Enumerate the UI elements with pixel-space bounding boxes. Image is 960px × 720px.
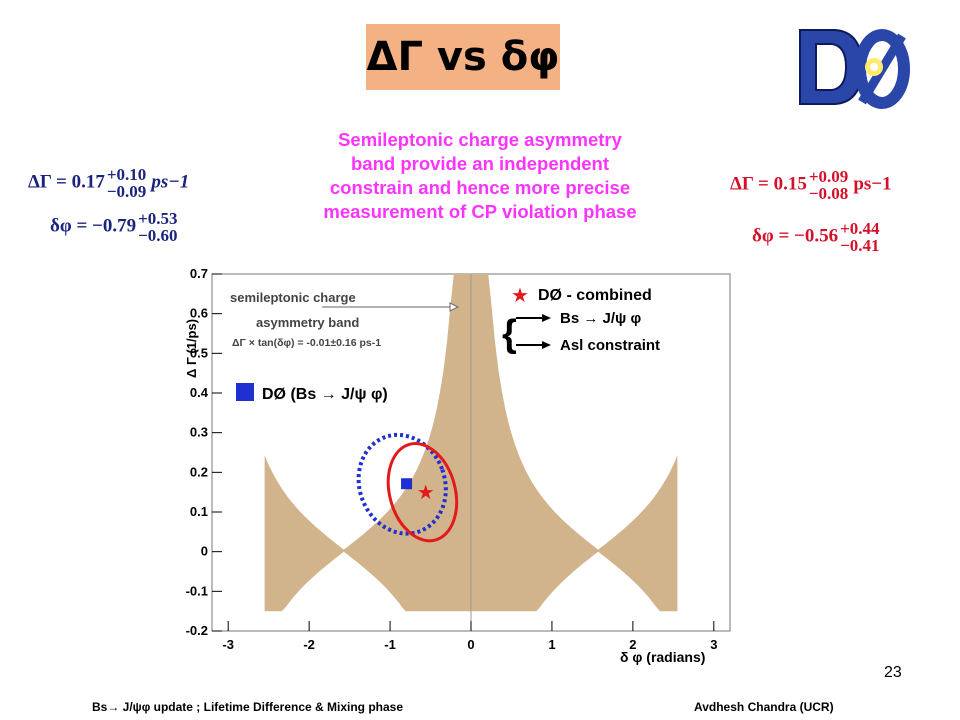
y-tick-label: -0.2 (186, 623, 208, 638)
contour-bs-only (356, 432, 448, 536)
y-tick-label: 0.6 (190, 306, 208, 321)
band-formula: ΔΓ × tan(δφ) = -0.01±0.16 ps-1 (232, 337, 381, 349)
x-tick-label: 1 (548, 637, 555, 652)
description-line: band provide an independent (351, 153, 609, 174)
y-tick-label: 0.1 (190, 504, 208, 519)
combined-best-fit-star: ★ (417, 482, 435, 504)
legend-asl-item: Asl constraint (560, 337, 660, 354)
slide-number: 23 (884, 664, 902, 681)
y-tick-label: 0.2 (190, 464, 208, 479)
y-tick-label: 0.4 (190, 385, 209, 400)
slide-title: ΔΓ vs δφ (366, 34, 560, 80)
footer-right: Avdhesh Chandra (UCR) (694, 700, 834, 714)
y-tick-label: 0.5 (190, 345, 208, 360)
band-label-line: semileptonic charge (230, 290, 356, 305)
d0-logo: DØ (799, 29, 910, 109)
y-tick-label: 0.3 (190, 425, 208, 440)
right-dgamma: ΔΓ = 0.15 +0.09 −0.08 ps−1 (730, 167, 892, 203)
legend-combined: DØ - combined (538, 287, 652, 304)
description-line: measurement of CP violation phase (323, 201, 637, 222)
footer-left: Bs→ J/ψφ update ; Lifetime Difference & … (92, 700, 404, 714)
legend-arrow-2-head (542, 341, 551, 349)
x-tick-label: 0 (467, 637, 474, 652)
y-axis-label: Δ Γ (1/ps) (184, 319, 199, 378)
description: Semileptonic charge asymmetry band provi… (240, 128, 720, 224)
legend-star-icon: ★ (511, 285, 529, 307)
x-tick-label: 2 (629, 637, 636, 652)
x-tick-label: -2 (303, 637, 315, 652)
contour-combined (386, 442, 459, 543)
y-tick-label: -0.1 (186, 583, 208, 598)
legend-arrow-1-head (542, 314, 551, 322)
description-line: Semileptonic charge asymmetry (338, 129, 622, 150)
x-tick-label: -1 (384, 637, 396, 652)
left-dphi: δφ = −0.79 +0.53 −0.60 (50, 209, 178, 245)
band-arrow-head (449, 302, 460, 312)
slide-title-box: ΔΓ vs δφ (366, 24, 560, 90)
x-tick-label: -3 (222, 637, 234, 652)
x-tick-label: 3 (710, 637, 717, 652)
y-tick-label: 0 (201, 544, 208, 559)
band-label-line: asymmetry band (256, 315, 359, 330)
bs-best-fit-point (401, 478, 413, 490)
legend-square-icon (236, 383, 254, 401)
description-line: constrain and hence more precise (329, 177, 631, 198)
legend-bs-only: DØ (Bs → J/ψ φ) (262, 386, 388, 403)
legend-bs-item: Bs → J/ψ φ (560, 310, 641, 327)
legend-brace: { (502, 313, 517, 355)
x-axis-label: δ φ (radians) (620, 649, 705, 665)
right-dphi: δφ = −0.56 +0.44 −0.41 (752, 219, 880, 255)
left-dgamma: ΔΓ = 0.17 +0.10 −0.09 ps−1 (28, 165, 190, 201)
y-tick-label: 0.7 (190, 266, 208, 281)
